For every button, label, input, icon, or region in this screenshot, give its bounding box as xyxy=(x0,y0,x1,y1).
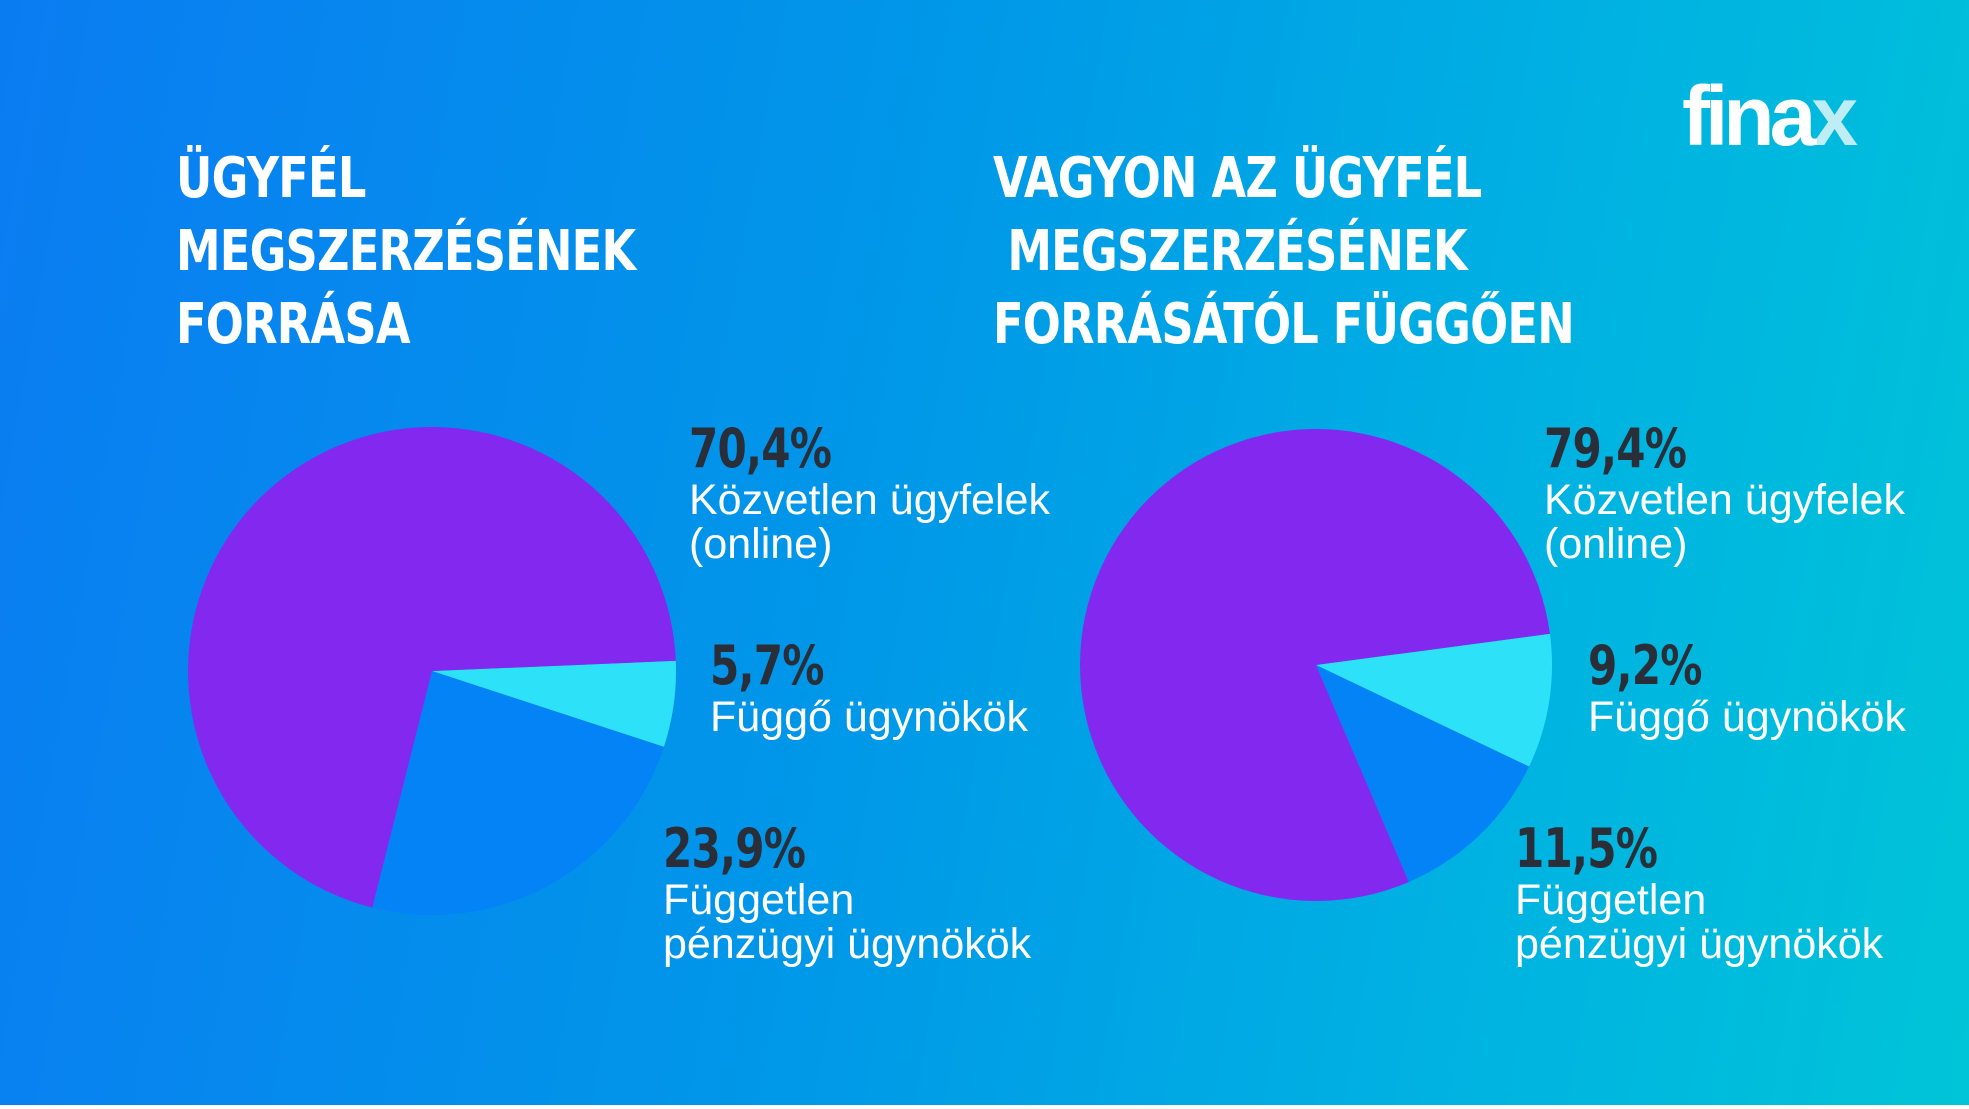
chart-2-title: VAGYON AZ ÜGYFÉL MEGSZERZÉSÉNEK FORRÁSÁT… xyxy=(993,142,1575,361)
chart-1-slice-independent xyxy=(372,671,664,916)
chart-1-label-direct: 70,4% Közvetlen ügyfelek (online) xyxy=(689,417,1050,568)
chart-1-name-independent-line-1: Független xyxy=(663,876,855,924)
chart-2-name-independent-line-1: Független xyxy=(1515,876,1707,924)
chart-2-name-direct-line-1: Közvetlen ügyfelek xyxy=(1544,476,1905,524)
chart-2-value-tied: 9,2% xyxy=(1588,634,1702,697)
chart-2-name-direct-line-2: (online) xyxy=(1544,520,1688,568)
pie-chart-2 xyxy=(1080,428,1553,901)
chart-1-label-independent: 23,9% Független pénzügyi ügynökök xyxy=(663,817,1032,968)
chart-1-name-independent-line-2: pénzügyi ügynökök xyxy=(663,920,1032,968)
chart-2-title-line-1: VAGYON AZ ÜGYFÉL xyxy=(993,146,1482,211)
chart-2-slice-tied xyxy=(1316,633,1553,767)
chart-1-title-line-1: ÜGYFÉL xyxy=(176,146,366,211)
chart-1-title: ÜGYFÉL MEGSZERZÉSÉNEK FORRÁSA xyxy=(176,142,636,361)
chart-2-name-tied-line-1: Függő ügynökök xyxy=(1588,693,1906,741)
chart-1-value-tied: 5,7% xyxy=(710,634,824,697)
chart-2-value-direct: 79,4% xyxy=(1544,417,1687,480)
chart-1-name-direct-line-1: Közvetlen ügyfelek xyxy=(689,476,1050,524)
logo-text: fina xyxy=(1682,69,1816,163)
logo-accent: x xyxy=(1811,69,1858,163)
chart-2-label-independent: 11,5% Független pénzügyi ügynökök xyxy=(1515,817,1884,968)
chart-2-name-independent-line-2: pénzügyi ügynökök xyxy=(1515,920,1884,968)
chart-1-value-direct: 70,4% xyxy=(689,417,832,480)
chart-1-value-independent: 23,9% xyxy=(663,817,806,880)
chart-1-label-tied: 5,7% Függő ügynökök xyxy=(710,634,1028,741)
chart-2-label-direct: 79,4% Közvetlen ügyfelek (online) xyxy=(1544,417,1905,568)
chart-2-slice-direct xyxy=(1080,428,1550,901)
chart-2-title-line-2: MEGSZERZÉSÉNEK xyxy=(1007,219,1467,284)
finax-logo: finax xyxy=(1682,74,1858,158)
chart-1-slice-tied xyxy=(432,660,677,747)
chart-2-slice-independent xyxy=(1316,665,1530,882)
chart-1-name-tied-line-1: Függő ügynökök xyxy=(710,693,1028,741)
chart-2-value-independent: 11,5% xyxy=(1515,817,1658,880)
chart-1-slice-direct xyxy=(188,427,676,908)
chart-2-label-tied: 9,2% Függő ügynökök xyxy=(1588,634,1906,741)
chart-2-title-line-3: FORRÁSÁTÓL FÜGGŐEN xyxy=(993,292,1575,357)
bottom-border xyxy=(0,1105,1969,1109)
chart-1-title-line-3: FORRÁSA xyxy=(176,292,411,357)
chart-1-title-line-2: MEGSZERZÉSÉNEK xyxy=(176,219,636,284)
pie-chart-1 xyxy=(188,427,677,916)
chart-1-name-direct-line-2: (online) xyxy=(689,520,833,568)
